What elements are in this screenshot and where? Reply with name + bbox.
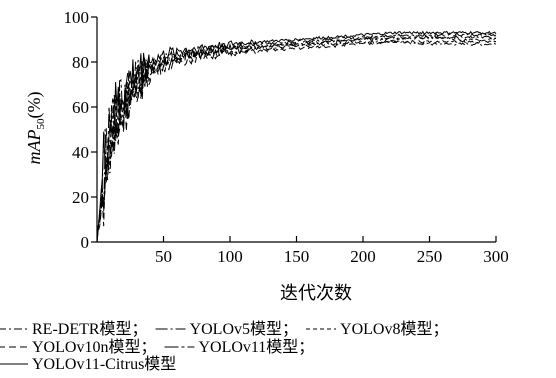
legend-label-5: YOLOv11-Citrus模型 [32,355,176,373]
series-line-5 [96,30,497,243]
series-line-4 [96,32,497,240]
x-tick-label: 150 [284,247,310,266]
x-tick-label: 200 [350,247,376,266]
legend: RE-DETR模型； YOLOv5模型； YOLOv8模型；YOLOv10n模型； Y… [0,320,448,373]
series-line-3 [96,39,497,242]
y-axis-title-main: mAP [24,129,44,164]
legend-label-0: RE-DETR模型； [32,320,148,338]
y-axis-title: mAP50(%) [24,92,47,165]
legend-label-2: YOLOv8模型； [340,320,448,338]
y-tick-label: 40 [72,143,89,162]
legend-label-3: YOLOv10n模型； [32,338,156,356]
series-line-2 [96,35,496,243]
axes [91,16,497,243]
x-axis-title: 迭代次数 [280,283,352,303]
series-line-0 [96,39,497,239]
series-lines [96,30,497,243]
y-tick-label: 80 [72,53,89,72]
series-line-1 [96,34,497,243]
x-tick-label: 50 [155,247,172,266]
legend-label-4: YOLOv11模型； [198,338,314,356]
y-tick-label: 100 [64,8,90,27]
tick-labels: 0 20 40 60 80 100 50 100 150 200 250 300 [64,8,509,266]
y-tick-label: 0 [81,233,90,252]
legend-label-1: YOLOv5模型； [190,320,298,338]
y-axis-title-unit: (%) [24,92,45,119]
x-tick-label: 250 [417,247,443,266]
y-tick-label: 60 [72,98,89,117]
x-tick-label: 100 [217,247,243,266]
x-tick-label: 300 [483,247,509,266]
y-axis-title-sub: 50 [35,118,47,130]
y-tick-label: 20 [72,188,89,207]
